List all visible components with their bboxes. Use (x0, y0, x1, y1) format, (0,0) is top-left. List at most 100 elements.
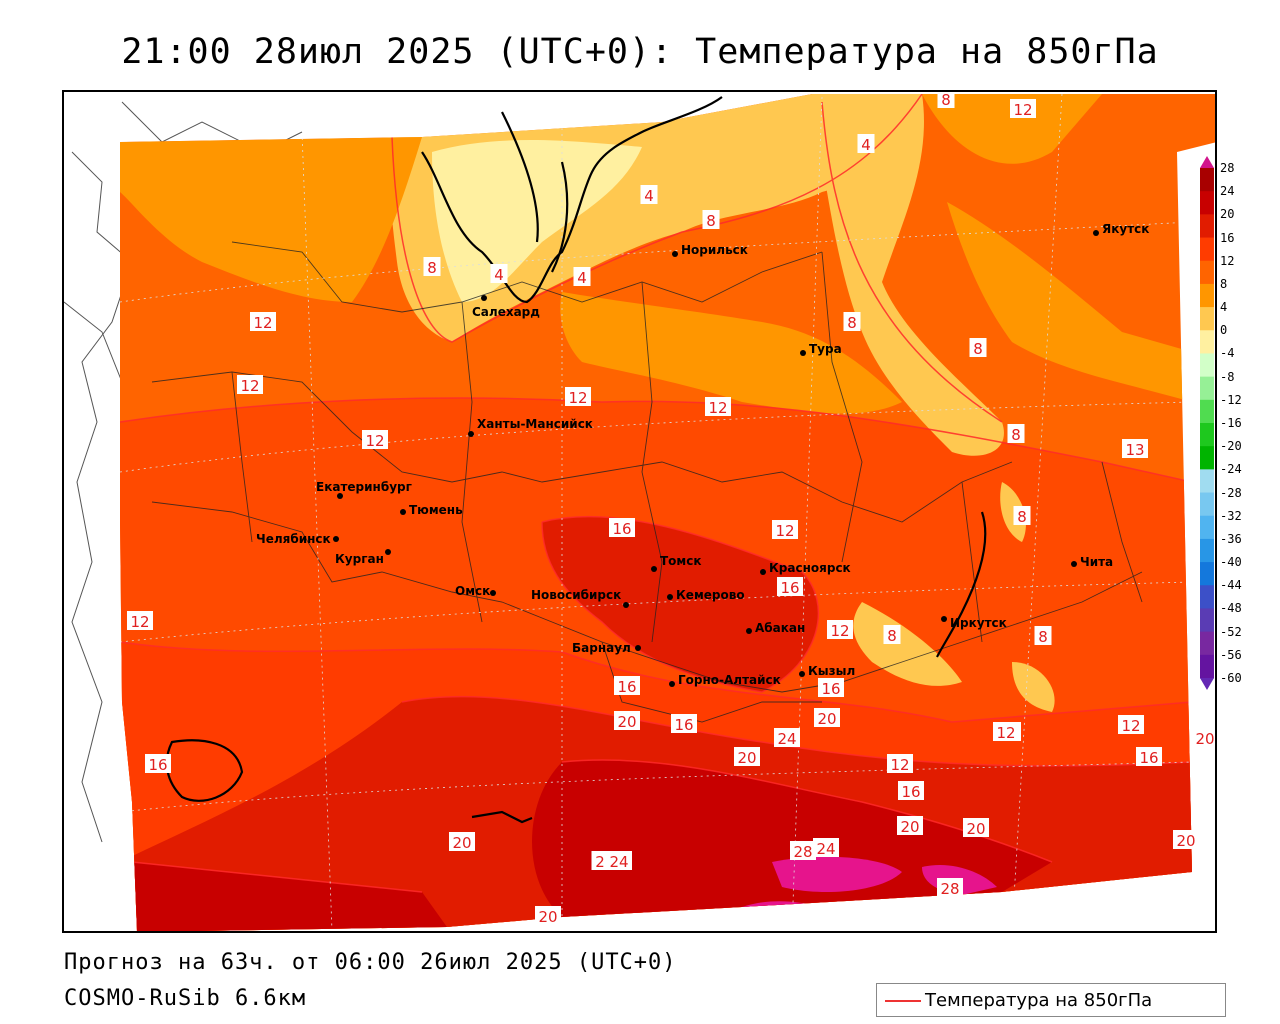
isotherm-label: 8 (427, 259, 437, 277)
isotherm-label: 12 (1013, 101, 1032, 119)
isotherm-label: 16 (617, 678, 636, 696)
legend: Температура на 850гПа (876, 983, 1226, 1017)
isotherm-label-bg (614, 711, 640, 730)
city-kemerovo: Кемерово (667, 588, 745, 602)
isotherm-label-bg (614, 676, 640, 695)
isotherm-label: 20 (538, 908, 557, 926)
svg-text:Томск: Томск (660, 554, 702, 568)
isotherm-label-bg (937, 92, 955, 108)
isotherm-label: 8 (1038, 628, 1048, 646)
isotherm-label-bg (883, 625, 901, 644)
isotherm-label: 24 (777, 730, 796, 748)
colorbar-tick-label: -8 (1220, 369, 1235, 384)
isotherm-label: 8 (706, 212, 716, 230)
colorbar-tick-label: -20 (1220, 439, 1242, 454)
model-name: COSMO-RuSib 6.6км (64, 986, 307, 1011)
colorbar-segment (1200, 515, 1214, 540)
svg-text:Омск: Омск (455, 584, 490, 598)
city-chita: Чита (1071, 555, 1113, 569)
svg-text:Ханты-Мансийск: Ханты-Мансийск (477, 417, 593, 431)
isotherm-label: 16 (901, 783, 920, 801)
city-irkutsk: Иркутск (941, 616, 1007, 630)
isotherm-label-bg (1118, 715, 1144, 734)
colorbar-tick-label: -44 (1220, 578, 1242, 593)
colorbar (1200, 156, 1214, 690)
isotherm-label-bg (898, 781, 924, 800)
svg-text:Курган: Курган (335, 552, 384, 566)
isotherm-label-bg (813, 838, 839, 857)
isotherm-label-bg (772, 520, 798, 539)
isotherm-label-bg (671, 714, 697, 733)
isotherm-label: 16 (821, 680, 840, 698)
colorbar-segment (1200, 423, 1214, 447)
isotherm-label: 12 (1121, 717, 1140, 735)
isotherm-label: 12 (130, 613, 149, 631)
colorbar-segment (1200, 191, 1214, 215)
isotherm-label: 20 (737, 749, 756, 767)
isotherm-label-bg (490, 264, 508, 283)
isotherm-label-bg (423, 257, 441, 276)
colorbar-segment (1200, 307, 1214, 331)
isotherm-label-bg (937, 878, 963, 897)
isotherm-label-bg (250, 312, 276, 331)
colorbar-segment (1200, 608, 1214, 633)
isotherm-label-bg (843, 312, 861, 331)
isotherm-label-bg (993, 722, 1019, 741)
colorbar-tick-label: -12 (1220, 392, 1242, 407)
city-yakutsk: Якутск (1093, 222, 1149, 236)
colorbar-tick-label: 4 (1220, 300, 1228, 315)
isotherm-label-bg (362, 430, 388, 449)
isotherm-label: 20 (817, 710, 836, 728)
colorbar-top-tip (1200, 156, 1214, 168)
isotherm-label-bg (827, 620, 853, 639)
isotherm-label: 20 (452, 834, 471, 852)
colorbar-segment (1200, 585, 1214, 609)
isotherm-label: 20 (1176, 832, 1195, 850)
colorbar-tick-label: 12 (1220, 253, 1235, 268)
isotherm-label: 2 (595, 853, 605, 871)
city-krasnoyarsk: Красноярск (760, 561, 851, 575)
isotherm-label: 8 (1011, 426, 1021, 444)
colorbar-tick-label: 16 (1220, 230, 1235, 245)
colorbar-tick-label: -4 (1220, 346, 1235, 361)
svg-text:Тура: Тура (809, 342, 842, 356)
colorbar-tick-label: -48 (1220, 601, 1242, 616)
colorbar-tick-label: -28 (1220, 485, 1242, 500)
isotherm-label: 20 (900, 818, 919, 836)
isotherm-label: 24 (816, 840, 835, 858)
colorbar-segment (1200, 168, 1214, 192)
isotherm-label: 12 (830, 622, 849, 640)
colorbar-segment (1200, 654, 1214, 679)
city-novosibirsk: Новосибирск (531, 588, 629, 608)
city-salekhard: Салехард (472, 295, 540, 319)
isotherm-label: 12 (568, 389, 587, 407)
colorbar-tick-label: -32 (1220, 508, 1242, 523)
city-norilsk: Норильск (672, 243, 748, 257)
isotherm-label-bg (1192, 728, 1215, 747)
colorbar-segment (1200, 376, 1214, 401)
isotherm-label: 28 (940, 880, 959, 898)
isotherm-label: 20 (1195, 730, 1214, 748)
isotherm-label-bg (237, 375, 263, 394)
colorbar-tick-label: -16 (1220, 416, 1242, 430)
city-barnaul: Барнаул (572, 641, 641, 655)
isotherm-label: 4 (861, 136, 871, 154)
colorbar-tick-label: -56 (1220, 647, 1242, 662)
colorbar-tick-label: -52 (1220, 624, 1242, 639)
map-canvas: Салехард Норильск Якутск Тура Ханты-Манс… (64, 92, 1215, 931)
colorbar-tick-label: 8 (1220, 276, 1228, 291)
svg-text:Тюмень: Тюмень (409, 503, 463, 517)
isotherm-label-bg (897, 816, 923, 835)
isotherm-label: 12 (775, 522, 794, 540)
isotherm-label-bg (535, 906, 561, 925)
isotherm-label: 16 (148, 756, 167, 774)
coastlines (165, 96, 987, 824)
svg-text:Абакан: Абакан (755, 621, 805, 635)
city-gorno-altaysk: Горно-Алтайск (669, 673, 781, 687)
colorbar-segment (1200, 237, 1214, 262)
isotherm-label-bg (887, 754, 913, 773)
isotherm-label: 16 (674, 716, 693, 734)
isotherm-label: 20 (617, 713, 636, 731)
isotherm-label-bg (705, 397, 731, 416)
colorbar-segment (1200, 469, 1214, 494)
